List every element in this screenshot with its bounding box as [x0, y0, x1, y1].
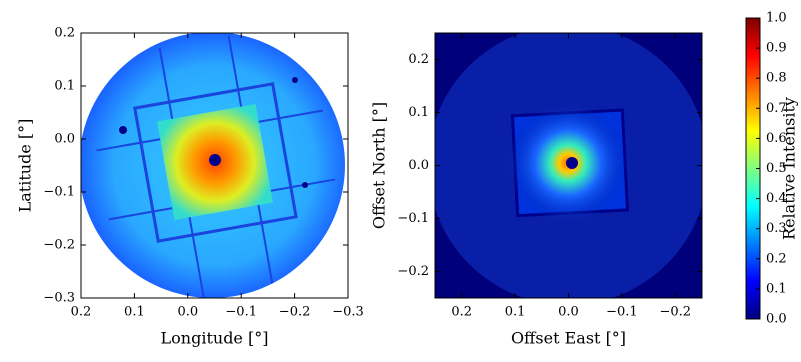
y-tick-label: 0.1 [54, 79, 75, 94]
intensity-map-right [435, 33, 702, 298]
y-tick-label: −0.1 [397, 211, 429, 226]
x-axis-label: Longitude [°] [161, 329, 269, 348]
colorbar-tick-label: 0.0 [766, 312, 787, 327]
x-tick-label: −0.3 [332, 305, 364, 320]
x-axis-label: Offset East [°] [511, 329, 626, 348]
y-tick-label: 0.1 [408, 105, 429, 120]
colorbar-tick-label: 0.8 [766, 71, 787, 86]
intensity-map-left [81, 33, 345, 298]
x-tick-label: −0.1 [606, 305, 638, 320]
colorbar-tick-label: 0.3 [766, 221, 787, 236]
y-tick-label: −0.1 [43, 185, 75, 200]
x-tick-label: 0.2 [451, 305, 472, 320]
colorbar-tick-label: 0.9 [766, 41, 787, 56]
x-tick-label: −0.1 [225, 305, 257, 320]
x-tick-label: −0.2 [660, 305, 692, 320]
hole [209, 154, 221, 166]
x-tick-label: −0.2 [279, 305, 311, 320]
colorbar-label: Relative Intensity [780, 97, 799, 240]
y-axis-label: Latitude [°] [16, 119, 35, 213]
frame-left [80, 32, 349, 299]
colorbar-tick-label: 0.4 [766, 191, 787, 206]
colorbar-tick-label: 0.6 [766, 131, 787, 146]
colorbar-tick-label: 0.2 [766, 251, 787, 266]
y-tick-label: −0.2 [397, 264, 429, 279]
y-tick-label: 0.0 [408, 158, 429, 173]
colorbar-tick-label: 1.0 [766, 11, 787, 26]
y-tick-label: 0.0 [54, 132, 75, 147]
y-tick-label: −0.2 [43, 238, 75, 253]
x-tick-label: 0.0 [177, 305, 198, 320]
colorbar-tick-label: 0.1 [766, 281, 787, 296]
y-tick-label: −0.3 [43, 291, 75, 306]
x-tick-label: 0.2 [71, 305, 92, 320]
x-tick-label: 0.1 [505, 305, 526, 320]
y-axis-label: Offset North [°] [370, 102, 389, 229]
colorbar-tick-label: 0.5 [766, 161, 787, 176]
colorbar-tick-label: 0.7 [766, 101, 787, 116]
y-tick-label: 0.2 [54, 26, 75, 41]
x-tick-label: 0.1 [124, 305, 145, 320]
y-tick-label: 0.2 [408, 52, 429, 67]
x-tick-label: 0.0 [558, 305, 579, 320]
